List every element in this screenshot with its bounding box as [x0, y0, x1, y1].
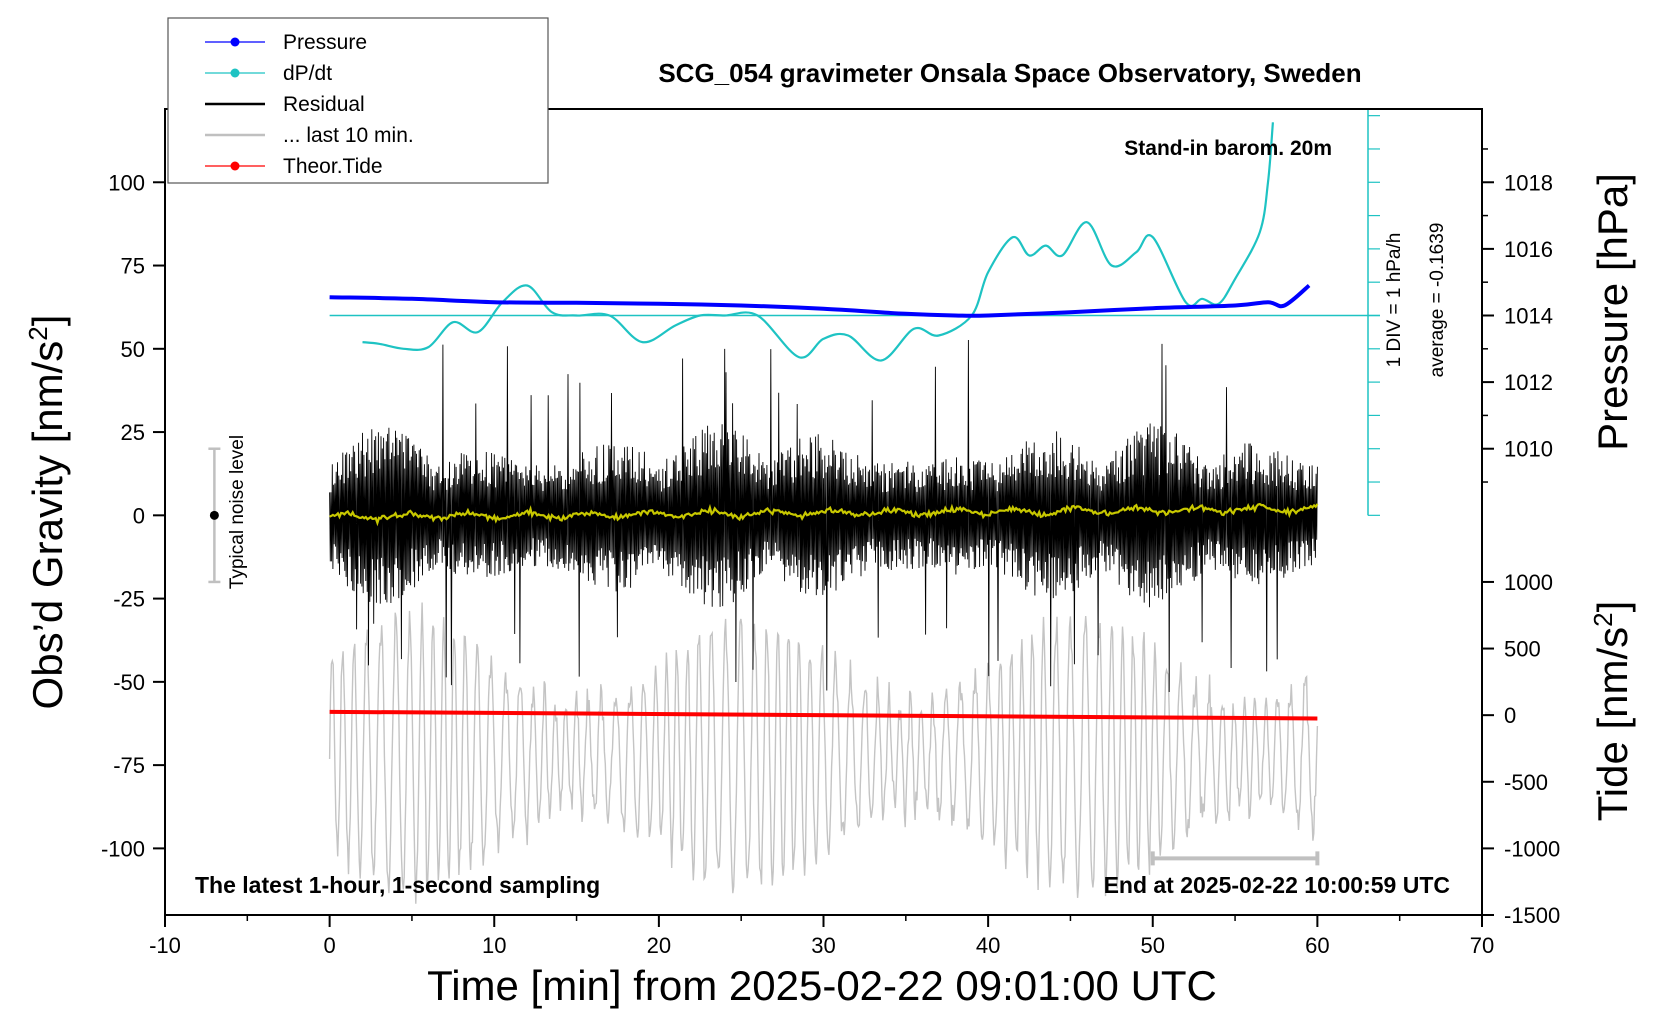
tide-tick-label: -1000	[1504, 836, 1560, 861]
x-tick-label: 10	[482, 933, 506, 958]
pressure-tick-label: 1014	[1504, 303, 1553, 328]
smoothed-residual-line	[329, 502, 1319, 527]
tide-tick-label: 0	[1504, 703, 1516, 728]
legend-box	[167, 17, 549, 184]
legend-label: Theor.Tide	[283, 155, 383, 178]
tide-axis-ticks: -1500 -1000 -500 0 500 1000	[1482, 570, 1560, 928]
dpdt-series	[362, 122, 1274, 362]
y-left-label-sup: 2	[23, 326, 53, 340]
tide-tick-label: 1000	[1504, 570, 1553, 595]
tide-axis-label: Tide [nm/s2]	[1588, 601, 1636, 822]
noise-center-dot	[209, 510, 219, 520]
dpdt-scale-note: 1 DIV = 1 hPa/h	[1384, 233, 1405, 368]
y-left-axis-label: Obs’d Gravity [nm/s2]	[23, 315, 71, 710]
dpdt-average-note: average = -0.1639	[1427, 223, 1448, 378]
x-tick-label: 0	[324, 933, 336, 958]
barometer-note: Stand-in barom. 20m	[1124, 137, 1332, 160]
x-tick-label: -10	[149, 933, 181, 958]
last-10-min-range-bar	[1150, 851, 1320, 866]
y-tick-label: 75	[121, 254, 145, 279]
y-left-label-close: ]	[24, 315, 71, 327]
pressure-tick-label: 1016	[1504, 237, 1553, 262]
legend-marker	[230, 68, 240, 78]
y-tick-label: 50	[121, 337, 145, 362]
x-tick-label: 70	[1470, 933, 1494, 958]
pressure-series	[329, 283, 1311, 318]
pressure-axis-label: Pressure [hPa]	[1589, 173, 1636, 451]
x-axis-label: Time [min] from 2025-02-22 09:01:00 UTC	[427, 962, 1217, 1009]
end-time-note: End at 2025-02-22 10:00:59 UTC	[1104, 872, 1450, 898]
legend-marker	[230, 161, 240, 171]
pressure-axis-ticks: 1010 1012 1014 1016 1018	[1482, 148, 1553, 483]
legend-label: dP/dt	[283, 62, 332, 85]
tide-tick-label: -500	[1504, 770, 1548, 795]
x-tick-label: 50	[1141, 933, 1165, 958]
tide-label-sup: 2	[1588, 612, 1618, 626]
y-tick-label: -50	[113, 670, 145, 695]
residual-smoothed-series	[329, 502, 1319, 527]
chart-title: SCG_054 gravimeter Onsala Space Observat…	[658, 58, 1361, 88]
x-tick-label: 30	[811, 933, 835, 958]
x-tick-label: 40	[976, 933, 1000, 958]
x-axis-ticks: -10 0 10 20 30 40 50 60 70	[149, 915, 1494, 958]
dpdt-line	[362, 122, 1274, 362]
pressure-line	[329, 283, 1311, 318]
pressure-tick-label: 1012	[1504, 370, 1553, 395]
dpdt-scale-axis	[329, 109, 1380, 516]
y-tick-label: -100	[101, 836, 145, 861]
y-tick-label: 25	[121, 420, 145, 445]
pressure-tick-label: 1018	[1504, 170, 1553, 195]
x-tick-label: 60	[1305, 933, 1329, 958]
legend: Pressure dP/dt Residual ... last 10 min. The…	[167, 17, 549, 184]
y-left-axis-ticks: -100 -75 -50 -25 0 25 50 75 100	[101, 170, 165, 861]
theor-tide-line	[329, 709, 1318, 721]
y-tick-label: 100	[108, 170, 145, 195]
legend-label: ... last 10 min.	[283, 124, 414, 147]
y-left-label-text: Obs’d Gravity [nm/s	[24, 341, 71, 710]
residual-line	[329, 339, 1318, 693]
residual-series	[329, 339, 1318, 693]
tide-label-close: ]	[1589, 601, 1636, 613]
legend-label: Residual	[283, 93, 365, 116]
legend-label: Pressure	[283, 31, 367, 54]
tide-label-text: Tide [nm/s	[1589, 627, 1636, 822]
y-tick-label: -25	[113, 587, 145, 612]
noise-level-bar	[208, 447, 221, 584]
noise-level-note: Typical noise level	[227, 435, 248, 589]
sampling-note: The latest 1-hour, 1-second sampling	[195, 872, 600, 898]
y-tick-label: 0	[133, 503, 145, 528]
tide-tick-label: 500	[1504, 637, 1541, 662]
y-tick-label: -75	[113, 753, 145, 778]
legend-marker	[230, 37, 240, 47]
theor-tide-series	[329, 709, 1318, 721]
tide-tick-label: -1500	[1504, 903, 1560, 928]
x-tick-label: 20	[647, 933, 671, 958]
pressure-tick-label: 1010	[1504, 437, 1553, 462]
